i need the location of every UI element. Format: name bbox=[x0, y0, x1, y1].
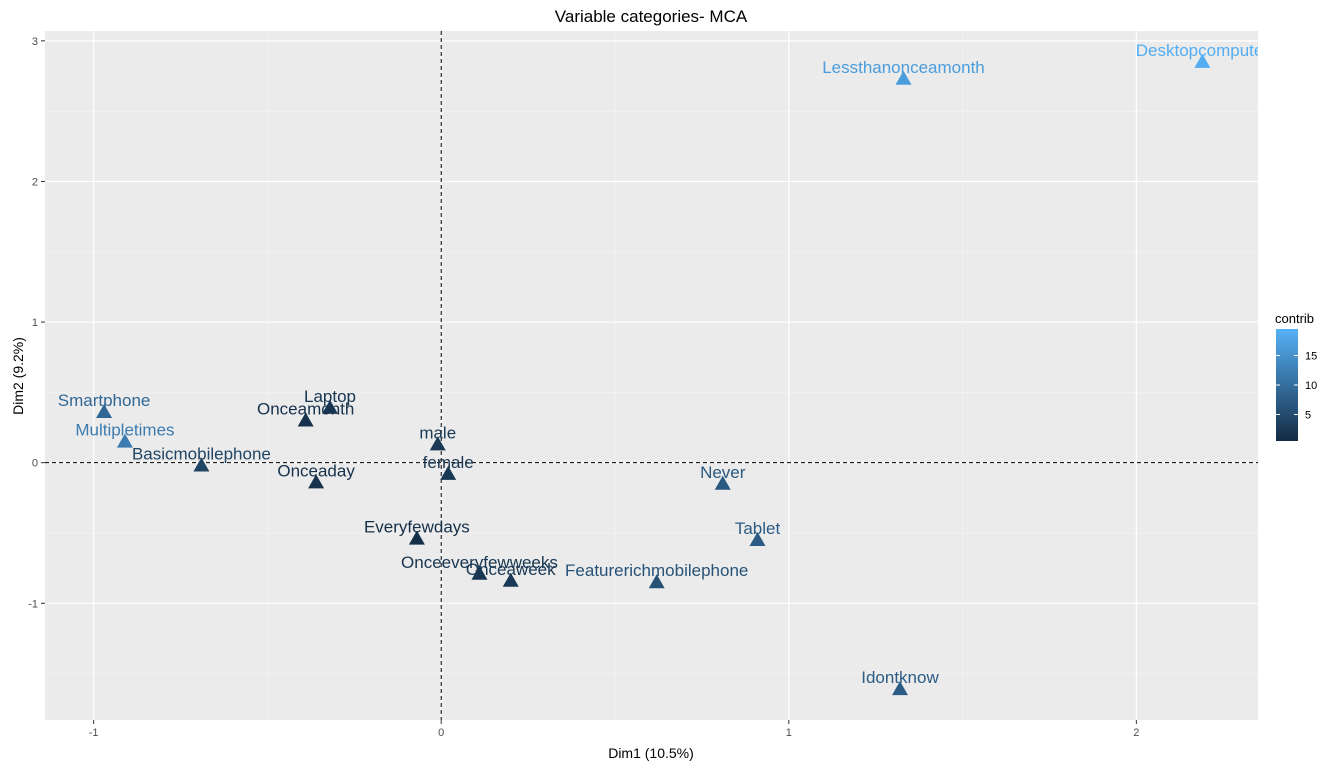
point-label: Smartphone bbox=[58, 391, 151, 410]
point-marker bbox=[502, 572, 519, 587]
plot-panel bbox=[45, 31, 1258, 720]
legend: contrib 5 10 15 bbox=[1275, 311, 1317, 441]
point-label: Lessthanonceamonth bbox=[822, 58, 985, 77]
point-label: Featurerichmobilephone bbox=[565, 561, 748, 580]
point-marker bbox=[895, 70, 912, 85]
point-label: Onceaweek bbox=[466, 560, 556, 579]
point-label: female bbox=[423, 453, 474, 472]
point-label: Never bbox=[700, 463, 746, 482]
point-marker bbox=[1194, 53, 1211, 68]
x-tick-label: -1 bbox=[89, 727, 99, 739]
point-label: Onceamonth bbox=[257, 399, 354, 418]
point-marker bbox=[714, 475, 731, 490]
panel-background bbox=[45, 31, 1258, 720]
point-label: Onceaday bbox=[277, 461, 355, 480]
data-points: Desktopcomputer Lessthanonceamonth Smartph… bbox=[58, 41, 1270, 696]
legend-break-label: 5 bbox=[1305, 409, 1311, 421]
point-marker bbox=[648, 574, 665, 589]
point-label: Tablet bbox=[735, 519, 781, 538]
y-axis-title: Dim2 (9.2%) bbox=[10, 337, 26, 415]
point-label: Multipletimes bbox=[75, 421, 174, 440]
x-axis-title: Dim1 (10.5%) bbox=[608, 745, 694, 761]
point-marker bbox=[408, 530, 425, 545]
point-marker bbox=[322, 399, 339, 414]
point-label: Everyfewdays bbox=[364, 518, 470, 537]
y-tick-label: 2 bbox=[32, 176, 38, 188]
point-marker bbox=[308, 474, 325, 489]
chart-title: Variable categories- MCA bbox=[555, 7, 748, 26]
point-marker bbox=[749, 532, 766, 547]
point-marker bbox=[429, 436, 446, 451]
point-marker bbox=[440, 465, 457, 480]
y-tick-label: 3 bbox=[32, 36, 38, 48]
point-label: Basicmobilephone bbox=[132, 444, 271, 463]
point-marker bbox=[96, 404, 113, 419]
legend-break-label: 10 bbox=[1305, 380, 1317, 392]
point-marker bbox=[297, 412, 314, 427]
point-marker bbox=[116, 433, 133, 448]
legend-title: contrib bbox=[1275, 311, 1314, 326]
point-label: male bbox=[419, 423, 456, 442]
point-label: Idontknow bbox=[861, 668, 939, 687]
legend-break-label: 15 bbox=[1305, 351, 1317, 363]
point-label: Laptop bbox=[304, 387, 356, 406]
y-tick-label: 1 bbox=[32, 317, 38, 329]
point-marker bbox=[892, 681, 909, 696]
y-tick-label: 0 bbox=[32, 458, 38, 470]
x-tick-label: 0 bbox=[438, 727, 444, 739]
point-marker bbox=[471, 565, 488, 580]
point-marker bbox=[193, 457, 210, 472]
y-tick-label: -1 bbox=[28, 598, 38, 610]
x-tick-label: 2 bbox=[1133, 727, 1139, 739]
legend-colorbar bbox=[1276, 329, 1298, 441]
point-label: Onceeveryfewweeks bbox=[401, 553, 558, 572]
point-label: Desktopcomputer bbox=[1136, 41, 1270, 60]
x-tick-label: 1 bbox=[786, 727, 792, 739]
axis-ticks: -1 0 1 2 -1 0 1 2 3 bbox=[28, 36, 1139, 739]
